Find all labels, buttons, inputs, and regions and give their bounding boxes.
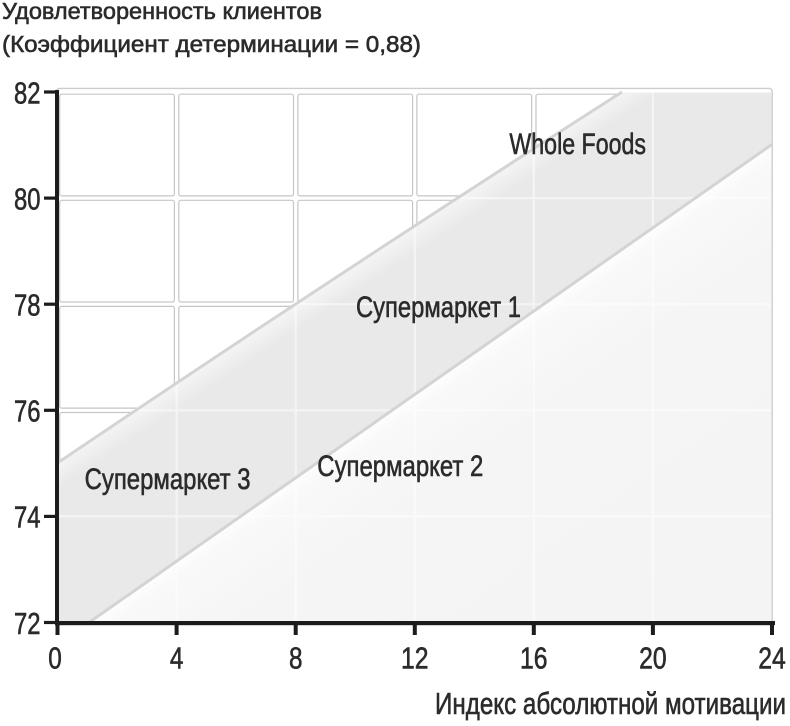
- svg-text:78: 78: [14, 290, 41, 323]
- svg-text:(Коэффициент детерминации = 0,: (Коэффициент детерминации = 0,88): [2, 31, 421, 57]
- svg-text:8: 8: [289, 643, 303, 676]
- svg-text:0: 0: [48, 643, 62, 676]
- svg-text:Whole Foods: Whole Foods: [509, 128, 646, 161]
- svg-text:4: 4: [170, 643, 184, 676]
- svg-text:82: 82: [14, 77, 41, 110]
- svg-text:72: 72: [14, 608, 41, 641]
- svg-text:74: 74: [14, 502, 41, 535]
- svg-text:Удовлетворенность клиентов: Удовлетворенность клиентов: [2, 0, 322, 24]
- svg-text:Индекс абсолютной мотивации: Индекс абсолютной мотивации: [435, 687, 786, 721]
- svg-text:76: 76: [14, 396, 41, 429]
- svg-text:Супермаркет 2: Супермаркет 2: [317, 450, 483, 483]
- svg-text:24: 24: [758, 643, 786, 676]
- svg-text:Супермаркет 1: Супермаркет 1: [356, 291, 521, 324]
- svg-text:80: 80: [14, 183, 41, 216]
- svg-text:20: 20: [639, 643, 667, 676]
- svg-text:12: 12: [401, 643, 429, 676]
- svg-text:Супермаркет 3: Супермаркет 3: [85, 463, 251, 496]
- svg-text:16: 16: [520, 643, 548, 676]
